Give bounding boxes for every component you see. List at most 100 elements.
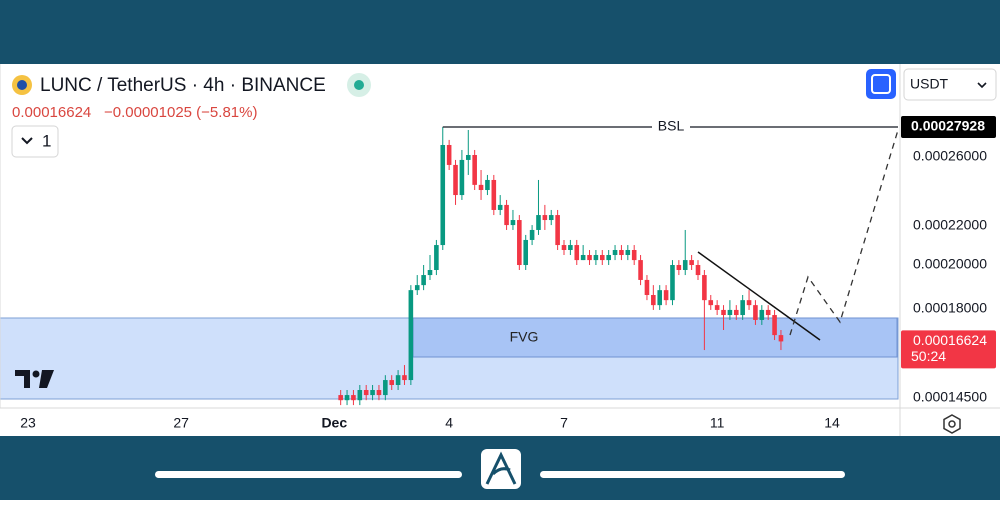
divider-bar (155, 471, 462, 478)
candle-body (478, 184, 484, 191)
x-tick-label: Dec (321, 415, 347, 431)
candle-body (682, 260, 688, 271)
candle-body (465, 155, 471, 160)
candle-body (587, 255, 592, 261)
candle-body (351, 395, 356, 401)
candle-body (383, 380, 388, 396)
candle-body (619, 249, 624, 256)
candle-body (778, 335, 784, 342)
candle-body (440, 144, 446, 246)
candle-body (753, 305, 758, 320)
collapse-button[interactable] (11, 125, 59, 158)
candle-body (376, 389, 382, 396)
candle-body (453, 164, 458, 196)
bsl-label-bg (652, 117, 690, 138)
bar-countdown: 50:24 (911, 348, 946, 364)
candle-body (651, 295, 656, 306)
coin-icon-core (17, 80, 27, 90)
y-tick-label: 0.00022000 (913, 216, 987, 232)
candle-body (657, 290, 663, 306)
candle-body (363, 389, 369, 396)
candle-body (542, 215, 548, 221)
x-tick-label: 7 (560, 415, 568, 431)
settings-button[interactable] (943, 414, 961, 434)
candle-body (721, 309, 726, 316)
candle-body (625, 249, 631, 256)
fullscreen-icon (871, 74, 891, 94)
candle-body (408, 290, 414, 381)
select-chevron (977, 82, 987, 89)
candle-body (676, 265, 682, 271)
candle-body (574, 245, 580, 261)
candle-body (593, 255, 599, 261)
candle-body (568, 245, 573, 250)
candle-body (631, 249, 637, 261)
candle-body (491, 179, 497, 210)
candle-body (402, 375, 407, 381)
candle-body (536, 215, 541, 230)
y-tick-label: 0.00020000 (913, 256, 987, 272)
candle-body (740, 300, 745, 316)
candle-body (504, 204, 509, 226)
bsl-price-label: 0.00027928 (911, 118, 985, 134)
fvg-inner-zone (412, 317, 898, 358)
candle-body (485, 179, 490, 191)
candle-body (612, 249, 618, 256)
candle-body (338, 395, 343, 401)
x-tick-label: 27 (173, 415, 189, 431)
brand-mark (485, 451, 517, 485)
candle-body (638, 260, 643, 280)
currency-select[interactable] (903, 68, 997, 101)
y-tick-label: 0.00014500 (913, 389, 987, 405)
collapse-count: 1 (42, 131, 51, 150)
candle-body (395, 375, 401, 385)
candle-body (517, 220, 522, 266)
candle-body (529, 229, 535, 240)
x-tick-label: 14 (824, 415, 840, 431)
candle-body (472, 155, 477, 185)
status-dot (354, 80, 364, 90)
settings-icon (948, 420, 956, 428)
candle-body (548, 215, 554, 221)
plot: BSL (338, 117, 898, 406)
candle-body (670, 265, 675, 301)
candle-body (644, 279, 650, 296)
x-tick-label: 4 (445, 415, 453, 431)
y-tick-label: 0.00026000 (913, 147, 987, 163)
last-price-tag (901, 330, 996, 369)
symbol-title: LUNC / TetherUS · 4h · BINANCE (40, 75, 326, 96)
fullscreen-button[interactable] (866, 69, 896, 99)
x-tick-label: 11 (710, 415, 725, 431)
candle-body (510, 220, 516, 226)
candle-body (344, 395, 350, 401)
candle-body (427, 270, 433, 276)
candle-body (421, 275, 426, 286)
candle-body (772, 315, 777, 336)
candle-body (357, 389, 363, 401)
fvg-label: FVG (510, 329, 539, 345)
header-change: −0.00001025 (−5.81%) (104, 104, 257, 121)
candle-body (689, 260, 694, 266)
candle-body (727, 309, 733, 316)
candle-body (446, 144, 452, 165)
candle-body (599, 255, 605, 261)
candle-body (606, 255, 611, 261)
projection-path (789, 129, 899, 336)
candle-body (370, 389, 375, 396)
candle-body (434, 245, 439, 271)
trend-line (697, 251, 821, 341)
candle-body (389, 380, 395, 385)
candle-body (746, 300, 752, 306)
currency-label: USDT (910, 76, 949, 92)
candle-body (561, 245, 567, 250)
candle-body (555, 215, 560, 246)
candle-body (714, 305, 720, 310)
x-tick-label: 23 (20, 415, 36, 431)
bsl-price-tag (901, 116, 996, 139)
candle-body (695, 265, 701, 276)
y-tick-label: 0.00018000 (913, 299, 987, 315)
candle-body (765, 309, 771, 316)
bsl-label: BSL (658, 118, 685, 134)
